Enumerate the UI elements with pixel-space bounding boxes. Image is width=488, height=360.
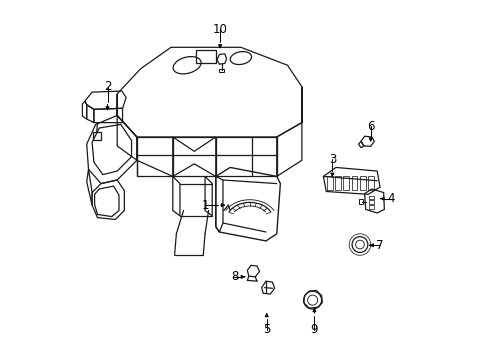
Bar (368, 201, 373, 204)
Text: 9: 9 (310, 323, 318, 336)
Bar (326, 176, 332, 190)
Text: 1: 1 (201, 199, 208, 212)
Text: 4: 4 (387, 192, 394, 205)
Text: 2: 2 (103, 80, 111, 93)
Text: 6: 6 (366, 120, 374, 133)
Bar (368, 205, 373, 209)
Text: 5: 5 (263, 323, 270, 336)
Bar (367, 176, 373, 190)
Bar (343, 176, 348, 190)
Bar (335, 176, 340, 190)
Bar (358, 199, 362, 204)
Bar (351, 176, 357, 190)
Text: 7: 7 (376, 239, 383, 252)
Bar (196, 50, 215, 63)
Text: 3: 3 (328, 153, 335, 166)
Bar (359, 176, 365, 190)
Text: 8: 8 (230, 270, 238, 283)
Text: 10: 10 (212, 23, 227, 36)
Bar (218, 69, 224, 72)
Bar (368, 196, 373, 199)
